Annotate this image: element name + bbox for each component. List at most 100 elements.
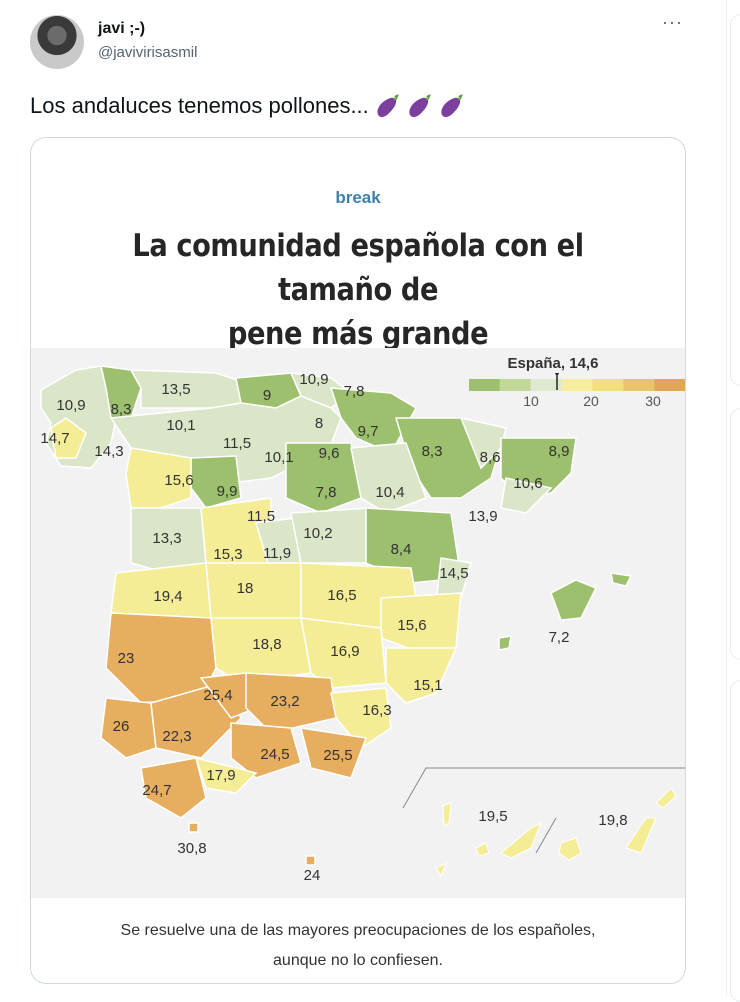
caption-line: Se resuelve una de las mayores preocupac… xyxy=(120,922,596,939)
region-value-label: 10,9 xyxy=(56,397,85,414)
region-leon-sub xyxy=(190,455,242,509)
region-value-label: 15,1 xyxy=(413,677,442,694)
region-value-label: 24,7 xyxy=(142,782,171,799)
region-malaga xyxy=(194,756,258,794)
sidebar-card xyxy=(730,14,740,386)
sidebar-card xyxy=(730,680,740,1002)
headline-line: pene más grande xyxy=(227,316,489,352)
island-grancanaria xyxy=(558,837,582,861)
avatar[interactable] xyxy=(30,15,84,69)
region-granada xyxy=(230,722,302,779)
region-value-label: 11,5 xyxy=(247,508,275,525)
sidebar-card xyxy=(730,408,740,660)
region-ibiza xyxy=(498,635,512,651)
region-value-label: 10,9 xyxy=(299,371,328,388)
canary-inset-frame xyxy=(402,767,685,809)
region-galicia-sub xyxy=(50,417,87,459)
tweet-body: Los andaluces tenemos pollones... xyxy=(30,93,369,118)
region-value-label: 23 xyxy=(118,650,135,667)
legend-swatch xyxy=(623,379,655,391)
region-value-label: 9,9 xyxy=(217,483,238,500)
region-murcia xyxy=(330,687,392,749)
eggplant-icon xyxy=(377,94,399,118)
tweet-text: Los andaluces tenemos pollones... xyxy=(30,92,465,120)
region-value-label: 13,5 xyxy=(161,381,190,398)
region-value-label: 19,4 xyxy=(153,588,182,605)
region-mallorca xyxy=(550,579,598,621)
canary-islands xyxy=(435,787,677,878)
region-value-label: 23,2 xyxy=(270,693,299,710)
region-value-label: 18,8 xyxy=(252,636,281,653)
author-name[interactable]: javi ;-) xyxy=(98,20,146,37)
region-value-label: 9,6 xyxy=(319,445,340,462)
region-value-label: 14,3 xyxy=(94,443,123,460)
region-value-label: 11,9 xyxy=(263,545,291,562)
legend-tick: 10 xyxy=(523,393,539,409)
region-value-label: 26 xyxy=(113,718,130,735)
region-value-label: 8,3 xyxy=(422,443,443,460)
headline-line: La comunidad española con el tamaño de xyxy=(132,228,584,308)
legend-tick: 30 xyxy=(645,393,661,409)
region-value-label: 8,3 xyxy=(111,401,132,418)
region-value-label: 7,8 xyxy=(344,383,365,400)
region-ceuta xyxy=(188,822,199,833)
region-value-label: 9,7 xyxy=(358,423,379,440)
region-value-label: 8,6 xyxy=(480,449,501,466)
region-soria xyxy=(285,442,362,514)
region-cadiz xyxy=(140,757,207,819)
article-card[interactable]: break La comunidad española con el tamañ… xyxy=(30,137,686,984)
region-teruel xyxy=(365,507,462,584)
island-lanzarote xyxy=(655,787,677,809)
legend-label: España, 14,6 xyxy=(508,355,599,372)
island-gomera xyxy=(475,842,490,857)
legend-tick: 20 xyxy=(583,393,599,409)
right-rail xyxy=(726,0,740,997)
eggplant-icon xyxy=(409,94,431,118)
region-alicante xyxy=(385,647,458,704)
region-value-label: 24 xyxy=(304,867,321,884)
region-value-label: 10,1 xyxy=(166,417,195,434)
region-value-label: 10,1 xyxy=(264,449,293,466)
value-labels: 10,9 8,3 13,5 9 10,9 7,8 14,7 14,3 10,1 11,5 8 9,7 1… xyxy=(40,371,627,884)
region-value-label: 25,5 xyxy=(323,747,352,764)
region-value-label: 15,6 xyxy=(164,472,193,489)
legend-swatch xyxy=(530,379,562,391)
region-value-label: 10,6 xyxy=(513,475,542,492)
region-value-label: 13,9 xyxy=(468,508,497,525)
author-handle[interactable]: @javivirisasmil xyxy=(98,44,198,61)
region-value-label: 14,7 xyxy=(40,430,69,447)
legend-bar xyxy=(469,379,685,391)
region-value-label: 8,4 xyxy=(391,541,412,558)
region-value-label: 22,3 xyxy=(162,728,191,745)
region-value-label: 18 xyxy=(237,580,254,597)
brand-label: break xyxy=(335,188,381,207)
spain-map: España, 14,6 10 20 30 xyxy=(31,348,685,898)
regions xyxy=(40,365,633,866)
island-hierro xyxy=(435,861,447,878)
region-value-label: 17,9 xyxy=(206,767,235,784)
region-value-label: 19,5 xyxy=(478,808,507,825)
region-value-label: 9 xyxy=(263,387,271,404)
region-menorca xyxy=(610,572,633,587)
more-icon[interactable]: ··· xyxy=(662,12,683,32)
legend-swatch xyxy=(654,379,685,391)
island-fuerteventura xyxy=(625,817,657,854)
region-melilla xyxy=(305,855,316,866)
region-value-label: 8,9 xyxy=(549,443,570,460)
region-jaen xyxy=(245,672,337,734)
caption-line: aunque no lo confiesen. xyxy=(273,952,443,969)
card-caption: Se resuelve una de las mayores preocupac… xyxy=(31,916,685,976)
region-albacete xyxy=(300,617,387,689)
canary-divider xyxy=(535,817,557,854)
region-value-label: 15,6 xyxy=(397,617,426,634)
region-value-label: 30,8 xyxy=(177,840,206,857)
region-value-label: 13,3 xyxy=(152,530,181,547)
region-value-label: 7,2 xyxy=(549,629,570,646)
island-lapalma xyxy=(442,802,452,827)
region-value-label: 10,4 xyxy=(375,484,404,501)
legend-swatch xyxy=(561,379,593,391)
region-value-label: 19,8 xyxy=(598,812,627,829)
eggplant-icon xyxy=(441,94,463,118)
card-headline: La comunidad española con el tamaño de p… xyxy=(79,224,637,356)
region-value-label: 25,4 xyxy=(203,687,232,704)
